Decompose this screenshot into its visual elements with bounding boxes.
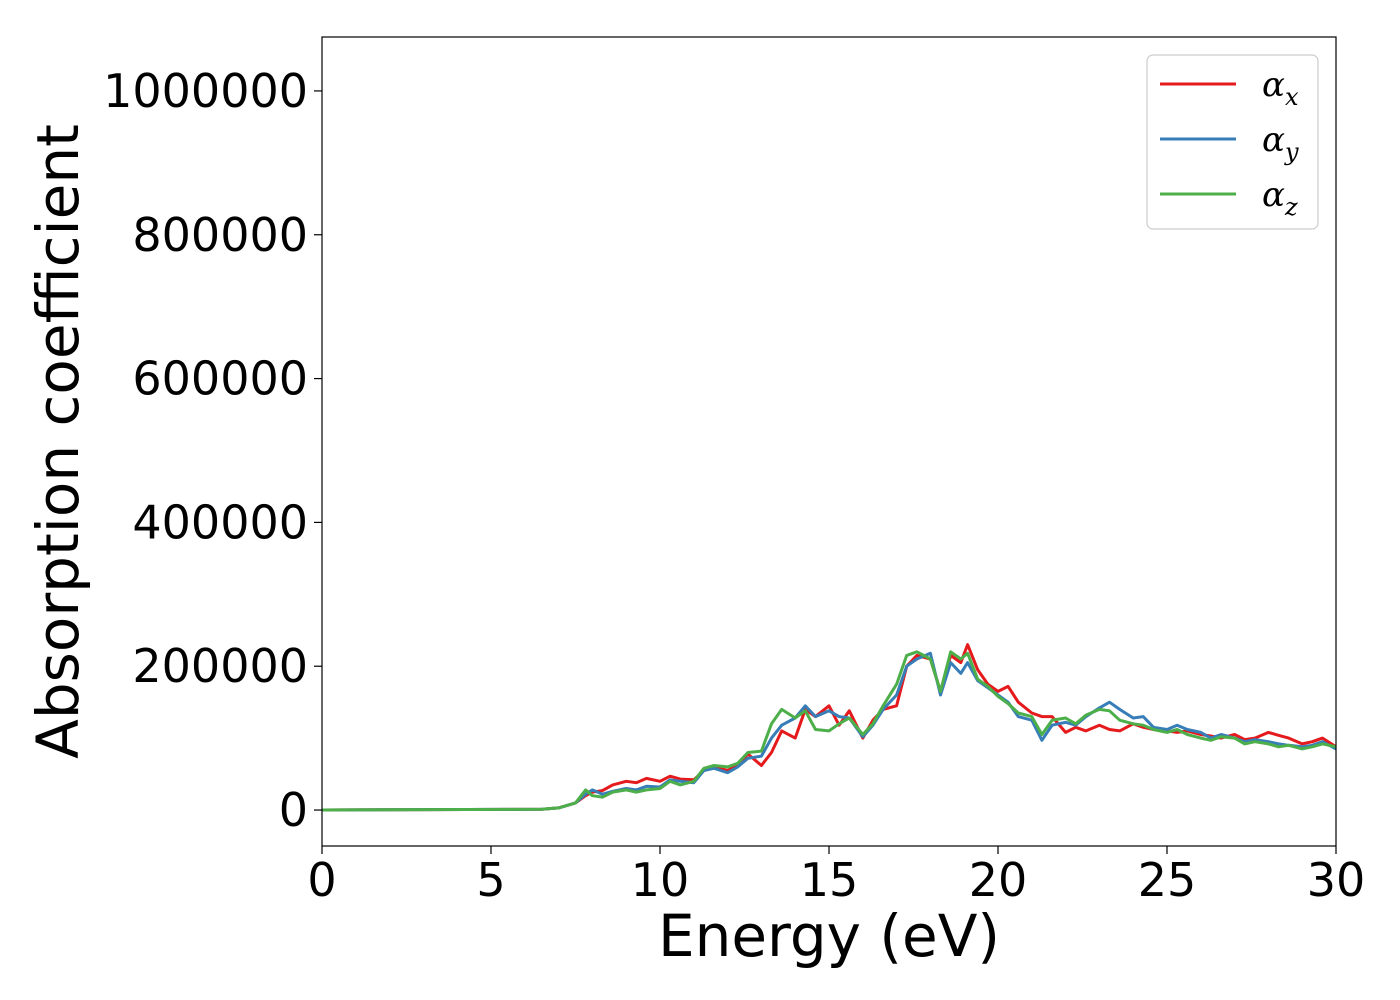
x-axis-label: Energy (eV) [658,902,1000,970]
legend-label-alpha-x: αx [1262,65,1299,111]
plot-area [322,643,1336,812]
y-tick-label: 400000 [132,495,308,549]
legend-label-alpha-y: αy [1262,120,1299,166]
y-tick-label: 0 [279,783,308,837]
x-tick-label: 15 [800,853,859,907]
axes: 0 5 10 15 20 25 30 0 200000 400000 600000 800000 100… [103,36,1366,907]
y-tick-label: 600000 [132,352,308,406]
legend: αx αy αz [1146,54,1319,230]
series-line-alpha-y [322,651,1336,812]
x-tick-label: 0 [307,853,336,907]
legend-label-alpha-z: αz [1262,175,1298,221]
legend-box [1146,54,1319,230]
x-tick-label: 10 [631,853,690,907]
y-tick-label: 800000 [132,208,308,262]
y-axis-label: Absorption coefficient [24,124,92,759]
x-tick-label: 5 [476,853,505,907]
x-tick-label: 25 [1138,853,1197,907]
x-tick-label: 30 [1307,853,1366,907]
y-tick-label: 1000000 [103,64,308,118]
y-tick-label: 200000 [132,639,308,693]
series-line-alpha-z [322,650,1336,812]
x-tick-label: 20 [969,853,1028,907]
